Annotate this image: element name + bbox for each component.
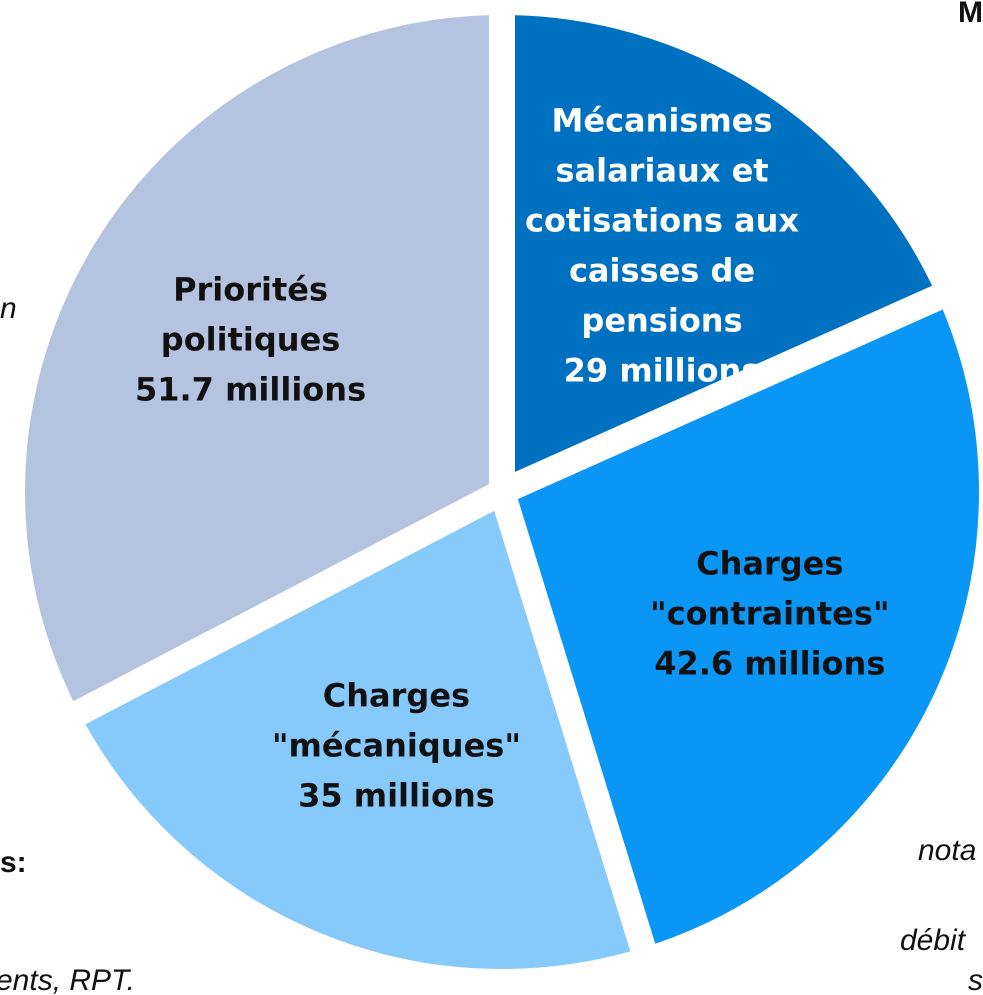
pie-slice [486, 275, 983, 977]
slice-label: Priorités politiques 51.7 millions [135, 271, 366, 409]
cropped-text: s: [0, 846, 27, 879]
slice-label: Mécanismes salariaux et cotisations aux cai… [525, 101, 799, 389]
label-line: Priorités [173, 271, 328, 309]
label-line: Mécanismes [552, 101, 773, 139]
cropped-text: débit [900, 924, 967, 957]
label-line: pensions [581, 301, 742, 339]
label-line: Charges [323, 676, 470, 714]
label-line: "mécaniques" [272, 726, 521, 764]
label-line: caisses de [569, 251, 755, 289]
cropped-text: s [968, 964, 983, 995]
label-line: "contraintes" [650, 594, 890, 632]
label-line: Charges [696, 544, 843, 582]
label-line: cotisations aux [525, 201, 799, 239]
slice-label: Charges "contraintes" 42.6 millions [650, 544, 890, 682]
slice-label: Charges "mécaniques" 35 millions [272, 676, 521, 814]
value-label: 42.6 millions [654, 644, 885, 682]
cropped-text: ents, RPT. [0, 964, 135, 995]
value-label: 35 millions [298, 776, 495, 814]
label-line: salariaux et [555, 151, 768, 189]
pie-slice [50, 473, 663, 995]
cropped-text: M [958, 0, 983, 29]
pie-slice [489, 0, 967, 513]
label-line: politiques [161, 321, 341, 359]
value-label: 51.7 millions [135, 371, 366, 409]
cropped-text: n [0, 292, 17, 325]
pie-slice [0, 0, 515, 737]
cropped-text: nota [918, 834, 976, 867]
